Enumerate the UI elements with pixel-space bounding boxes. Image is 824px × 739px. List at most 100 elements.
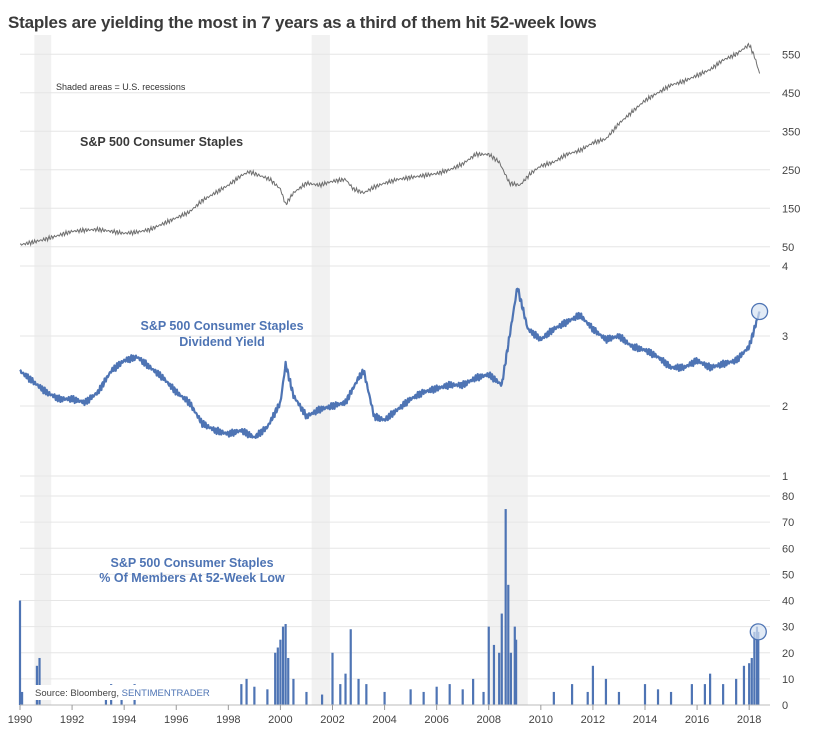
low-bar: [365, 684, 368, 705]
yield-panel-title: S&P 500 Consumer Staples: [140, 319, 303, 333]
low-bar: [448, 684, 451, 705]
low-bar: [690, 684, 693, 705]
x-tick-label: 2004: [372, 714, 396, 726]
low-bar: [750, 657, 753, 705]
low-bar: [509, 652, 512, 705]
y-tick-label: 550: [782, 49, 800, 61]
recession-note: Shaded areas = U.S. recessions: [56, 82, 186, 92]
low-bar: [281, 626, 285, 705]
low-bar: [757, 631, 760, 705]
low-bar: [617, 691, 621, 705]
lows-panel-subtitle: % Of Members At 52-Week Low: [99, 571, 285, 585]
chart-title: Staples are yielding the most in 7 years…: [8, 13, 597, 32]
x-tick-label: 2000: [268, 714, 292, 726]
y-tick-label: 20: [782, 648, 794, 660]
lows-y-ticks: 0 10 20 30 40 50 60 70 80: [782, 491, 794, 712]
source-label: Source: Bloomberg, SENTIMENTRADER: [35, 688, 210, 699]
low-bar: [487, 626, 490, 705]
y-tick-label: 450: [782, 88, 800, 100]
low-bar: [722, 684, 725, 705]
low-bar: [472, 678, 475, 705]
source-brand: SENTIMENTRADER: [122, 688, 210, 699]
low-bar: [669, 691, 673, 705]
low-bar: [570, 684, 574, 705]
x-tick-label: 2002: [320, 714, 344, 726]
low-bar: [253, 686, 256, 705]
x-axis-ticks: 1990 1992 1994 1996 1998 2000 2002 2004 2006 2008…: [8, 705, 761, 726]
panel-price: Shaded areas = U.S. recessions S&P 500 C…: [20, 42, 800, 254]
x-tick-label: 1994: [112, 714, 136, 726]
low-bar: [643, 684, 647, 705]
low-bar: [331, 652, 334, 705]
low-bar: [320, 694, 324, 705]
low-bar: [507, 584, 510, 705]
yield-series-line: [19, 287, 761, 439]
lows-panel-title: S&P 500 Consumer Staples: [110, 556, 273, 570]
x-tick-label: 2008: [477, 714, 501, 726]
low-bar: [748, 663, 751, 705]
x-tick-label: 1998: [216, 714, 240, 726]
low-bar: [755, 626, 759, 705]
y-tick-label: 80: [782, 491, 794, 503]
y-tick-label: 50: [782, 569, 794, 581]
low-bar: [591, 665, 595, 705]
y-tick-label: 30: [782, 622, 794, 634]
y-tick-label: 250: [782, 165, 800, 177]
yield-panel-subtitle: Dividend Yield: [179, 335, 264, 349]
low-bar: [709, 673, 712, 705]
low-bar: [274, 652, 277, 705]
low-bar: [435, 686, 438, 705]
low-bar: [18, 600, 22, 705]
lows-bars: [18, 509, 760, 705]
low-bar: [349, 629, 352, 705]
x-tick-label: 2016: [685, 714, 709, 726]
recession-band: [34, 35, 52, 705]
low-bar: [409, 689, 412, 705]
low-bar: [20, 691, 24, 705]
y-tick-label: 2: [782, 401, 788, 413]
y-tick-label: 3: [782, 331, 788, 343]
lows-latest-marker: [749, 623, 767, 641]
recession-band: [311, 35, 330, 705]
y-tick-label: 40: [782, 596, 794, 608]
low-bar: [284, 624, 287, 705]
low-bar: [586, 691, 589, 705]
low-bar: [245, 678, 248, 705]
low-bar: [422, 691, 425, 705]
y-tick-label: 50: [782, 242, 794, 254]
low-bar: [504, 509, 507, 705]
y-tick-label: 0: [782, 700, 788, 712]
low-bar: [735, 678, 738, 705]
recession-bands: [34, 35, 528, 705]
price-panel-title: S&P 500 Consumer Staples: [80, 135, 243, 149]
low-bar: [383, 691, 386, 705]
low-bar: [492, 644, 496, 705]
x-tick-label: 2012: [581, 714, 605, 726]
low-bar: [604, 678, 608, 705]
low-bar: [742, 665, 746, 705]
x-tick-label: 1992: [60, 714, 84, 726]
x-tick-label: 1990: [8, 714, 32, 726]
y-tick-label: 150: [782, 203, 800, 215]
low-bar: [344, 673, 347, 705]
low-bar: [287, 657, 290, 705]
x-tick-label: 1996: [164, 714, 188, 726]
low-bar: [753, 631, 756, 705]
yield-latest-marker: [750, 302, 769, 321]
low-bar: [500, 613, 503, 705]
low-bar: [461, 689, 464, 705]
x-tick-label: 2018: [737, 714, 761, 726]
x-tick-label: 2006: [424, 714, 448, 726]
y-tick-label: 4: [782, 261, 788, 273]
gridlines: [20, 53, 770, 706]
low-bar: [276, 647, 279, 705]
source-prefix: Source: Bloomberg,: [35, 688, 122, 699]
low-bar: [339, 684, 342, 705]
low-bar: [292, 678, 295, 705]
x-tick-label: 2014: [633, 714, 657, 726]
y-tick-label: 60: [782, 543, 794, 555]
price-y-ticks: 50 150 250 350 450 550: [782, 49, 800, 254]
y-tick-label: 350: [782, 126, 800, 138]
low-bar: [703, 684, 706, 705]
